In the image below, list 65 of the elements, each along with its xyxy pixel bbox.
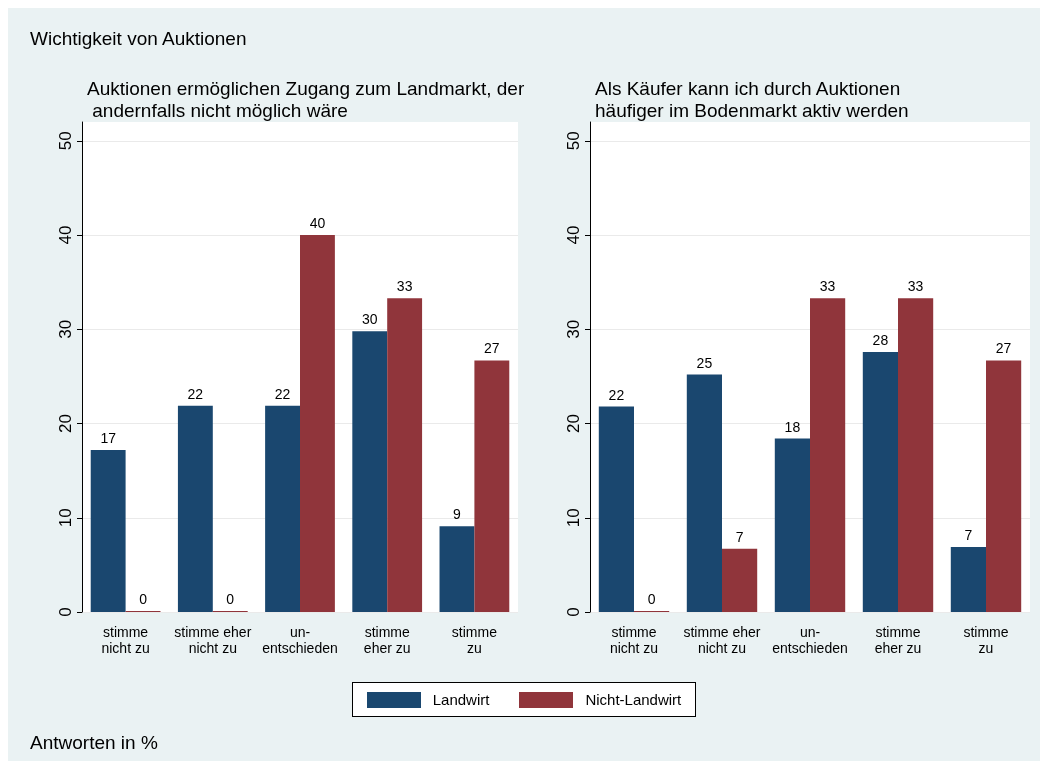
y-tick-label: 50 (564, 131, 583, 151)
x-tick-label: stimme eher zu (874, 624, 922, 656)
bar (986, 360, 1022, 612)
data-label: 22 (187, 385, 204, 402)
data-label: 30 (361, 311, 378, 328)
data-label: 0 (226, 591, 235, 607)
y-tick-label: 20 (56, 414, 75, 433)
data-label: 18 (784, 418, 801, 435)
chart-title: Als Käufer kann ich durch Auktionen häufiger im Bodenmarkt aktiv werden (595, 77, 909, 121)
data-label: 22 (608, 386, 625, 403)
bar (474, 360, 510, 612)
data-label: 22 (274, 385, 291, 402)
x-tick-label: stimme nicht zu (609, 624, 659, 656)
bar (862, 351, 898, 612)
bar (90, 449, 126, 612)
bar (265, 405, 300, 612)
bar (810, 298, 846, 612)
data-label: 33 (396, 278, 413, 295)
data-label: 9 (453, 506, 462, 523)
bar (598, 406, 634, 612)
legend-label: Landwirt (432, 691, 490, 708)
y-tick-label: 0 (564, 607, 583, 617)
data-label: 0 (139, 591, 148, 607)
data-label: 33 (907, 278, 924, 295)
data-label: 27 (484, 340, 500, 357)
data-label: 17 (100, 429, 117, 446)
bar (387, 298, 423, 612)
x-tick-label: un- entschieden (772, 624, 848, 656)
x-tick-label: stimme eher nicht zu (683, 624, 761, 656)
y-tick-label: 10 (56, 508, 75, 528)
y-tick-label: 40 (56, 225, 75, 245)
bar (898, 298, 934, 612)
data-label: 40 (309, 215, 326, 232)
data-label: 28 (872, 331, 889, 348)
bar (300, 235, 335, 612)
data-label: 0 (647, 591, 656, 607)
bar (774, 438, 810, 612)
y-tick-label: 0 (56, 607, 75, 617)
y-tick-label: 20 (564, 414, 583, 433)
data-label: 7 (964, 526, 973, 543)
legend-label: Nicht-Landwirt (585, 691, 682, 708)
y-tick-label: 10 (564, 508, 583, 528)
bar (722, 548, 758, 612)
x-tick-label: stimme zu (963, 624, 1009, 656)
chart-title: Auktionen ermöglichen Zugang zum Landmarkt, der andernfalls nicht möglich wäre (87, 77, 525, 121)
x-tick-label: stimme eher nicht zu (174, 624, 252, 656)
text: Wichtigkeit von Auktionen (30, 28, 247, 50)
y-tick-label: 50 (56, 131, 75, 151)
bar (352, 331, 388, 612)
bar (177, 405, 213, 612)
y-tick-label: 30 (56, 319, 75, 339)
bar (686, 374, 722, 612)
text: Antworten in % (30, 732, 158, 754)
data-label: 7 (735, 528, 744, 545)
x-tick-label: stimme zu (451, 624, 498, 656)
bar (950, 546, 986, 612)
data-label: 25 (696, 354, 713, 371)
data-label: 33 (819, 278, 836, 295)
data-label: 27 (995, 340, 1012, 357)
y-tick-label: 30 (564, 319, 583, 339)
y-tick-label: 40 (564, 225, 583, 245)
x-tick-label: stimme nicht zu (101, 624, 150, 656)
x-tick-label: un- entschieden (262, 624, 338, 656)
x-tick-label: stimme eher zu (363, 624, 411, 656)
bar (439, 526, 475, 612)
